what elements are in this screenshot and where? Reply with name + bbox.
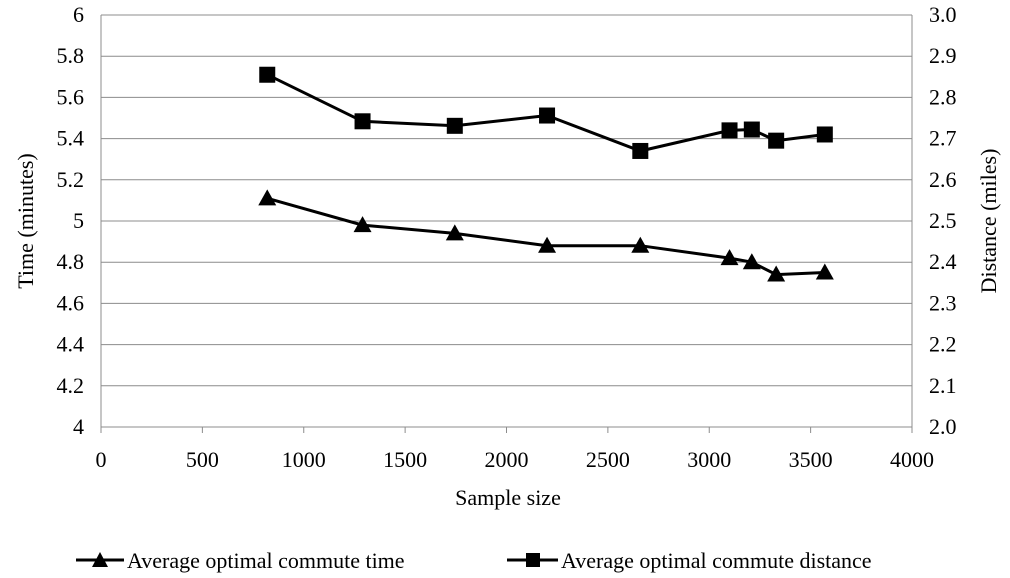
square-marker	[259, 66, 276, 83]
square-marker	[446, 117, 463, 134]
y-right-axis-title: Distance (miles)	[976, 149, 1001, 294]
legend-item-time: Average optimal commute time	[76, 548, 405, 573]
y-right-tick-label: 2.3	[929, 290, 957, 315]
x-tick-label: 3500	[789, 447, 833, 472]
y-right-tick-label: 2.2	[929, 332, 957, 357]
legend: Average optimal commute time Average opt…	[76, 548, 872, 573]
series	[258, 66, 834, 282]
y-left-tick-label: 5.2	[57, 167, 85, 192]
x-tick-label: 4000	[890, 447, 934, 472]
x-tick-label: 0	[96, 447, 107, 472]
series-distance	[259, 66, 833, 159]
square-marker	[632, 142, 649, 159]
y-left-tick-label: 5.4	[57, 126, 85, 151]
y-left-tick-label: 4.6	[57, 290, 85, 315]
y-left-tick-labels: 4 4.2 4.4 4.6 4.8 5 5.2 5.4 5.6 5.8 6	[57, 2, 85, 439]
axes	[100, 15, 913, 433]
y-left-tick-label: 5	[73, 208, 84, 233]
y-right-tick-label: 2.6	[929, 167, 957, 192]
x-tick-label: 1500	[383, 447, 427, 472]
triangle-marker	[258, 189, 277, 206]
square-marker	[816, 126, 833, 143]
legend-label-distance: Average optimal commute distance	[561, 548, 872, 573]
y-left-tick-label: 5.8	[57, 43, 85, 68]
square-marker	[721, 122, 738, 139]
y-right-tick-label: 2.0	[929, 414, 957, 439]
y-left-tick-label: 5.6	[57, 84, 85, 109]
y-left-tick-label: 4.2	[57, 373, 85, 398]
y-left-axis-title: Time (minutes)	[13, 153, 38, 288]
legend-triangle-marker	[92, 552, 108, 567]
triangle-marker	[353, 216, 372, 233]
square-marker	[539, 107, 556, 124]
square-marker	[354, 113, 371, 130]
x-tick-labels: 0 500 1000 1500 2000 2500 3000 3500 4000	[96, 447, 935, 472]
y-right-tick-label: 2.7	[929, 126, 957, 151]
y-right-tick-label: 2.5	[929, 208, 957, 233]
legend-square-marker	[526, 553, 540, 567]
series-time	[258, 189, 834, 282]
y-right-tick-label: 3.0	[929, 2, 957, 27]
triangle-marker	[445, 224, 464, 241]
y-right-tick-label: 2.1	[929, 373, 957, 398]
triangle-marker	[742, 253, 761, 270]
y-left-tick-label: 4	[73, 414, 84, 439]
y-right-tick-label: 2.9	[929, 43, 957, 68]
legend-label-time: Average optimal commute time	[127, 548, 405, 573]
gridlines	[101, 14, 912, 428]
triangle-marker	[720, 249, 739, 266]
triangle-marker	[538, 236, 557, 253]
y-right-tick-label: 2.4	[929, 249, 957, 274]
square-marker	[768, 132, 785, 149]
y-left-tick-label: 4.4	[57, 332, 85, 357]
y-right-tick-labels: 2.0 2.1 2.2 2.3 2.4 2.5 2.6 2.7 2.8 2.9 3.0	[929, 2, 957, 439]
x-tick-label: 1000	[282, 447, 326, 472]
square-marker	[743, 121, 760, 138]
y-right-tick-label: 2.8	[929, 84, 957, 109]
series-line	[266, 196, 825, 277]
x-tick-label: 2500	[586, 447, 630, 472]
triangle-marker	[631, 236, 650, 253]
triangle-marker	[815, 263, 834, 280]
legend-item-distance: Average optimal commute distance	[507, 548, 872, 573]
x-tick-label: 3000	[687, 447, 731, 472]
y-left-tick-label: 6	[73, 2, 84, 27]
x-tick-label: 2000	[485, 447, 529, 472]
y-left-tick-label: 4.8	[57, 249, 85, 274]
triangle-marker	[767, 265, 786, 282]
x-tick-label: 500	[186, 447, 219, 472]
x-axis-title: Sample size	[455, 485, 561, 510]
